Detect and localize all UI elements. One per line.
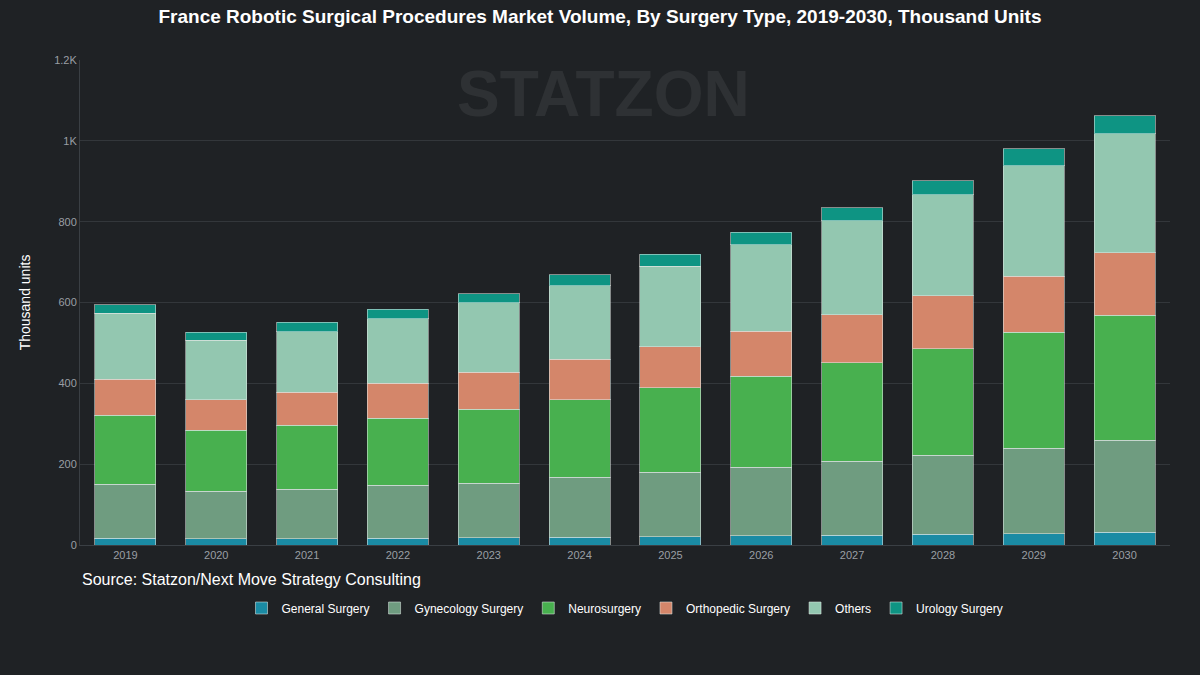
svg-text:Neurosurgery: Neurosurgery: [568, 602, 641, 616]
svg-text:800: 800: [58, 216, 76, 228]
svg-text:2020: 2020: [204, 549, 228, 561]
svg-text:STATZON: STATZON: [457, 58, 750, 130]
svg-text:Thousand units: Thousand units: [17, 255, 33, 351]
svg-text:2028: 2028: [931, 549, 955, 561]
svg-text:0: 0: [71, 539, 77, 551]
svg-text:2019: 2019: [113, 549, 137, 561]
svg-text:Urology Surgery: Urology Surgery: [916, 602, 1003, 616]
svg-text:2024: 2024: [567, 549, 591, 561]
svg-text:Gynecology Surgery: Gynecology Surgery: [415, 602, 524, 616]
svg-text:200: 200: [58, 458, 76, 470]
svg-text:2030: 2030: [1112, 549, 1136, 561]
svg-text:France Robotic Surgical Proced: France Robotic Surgical Procedures Marke…: [158, 6, 1041, 27]
svg-text:Source: Statzon/Next Move Stra: Source: Statzon/Next Move Strategy Consu…: [82, 571, 421, 588]
svg-text:1K: 1K: [63, 135, 77, 147]
svg-text:2025: 2025: [658, 549, 682, 561]
svg-text:2022: 2022: [386, 549, 410, 561]
svg-text:Others: Others: [835, 602, 871, 616]
svg-text:1.2K: 1.2K: [54, 54, 77, 66]
svg-text:2026: 2026: [749, 549, 773, 561]
svg-text:General Surgery: General Surgery: [282, 602, 370, 616]
svg-text:2027: 2027: [840, 549, 864, 561]
svg-text:2029: 2029: [1022, 549, 1046, 561]
svg-text:400: 400: [58, 377, 76, 389]
svg-text:Orthopedic Surgery: Orthopedic Surgery: [686, 602, 790, 616]
svg-text:600: 600: [58, 296, 76, 308]
svg-text:2023: 2023: [477, 549, 501, 561]
svg-text:2021: 2021: [295, 549, 319, 561]
